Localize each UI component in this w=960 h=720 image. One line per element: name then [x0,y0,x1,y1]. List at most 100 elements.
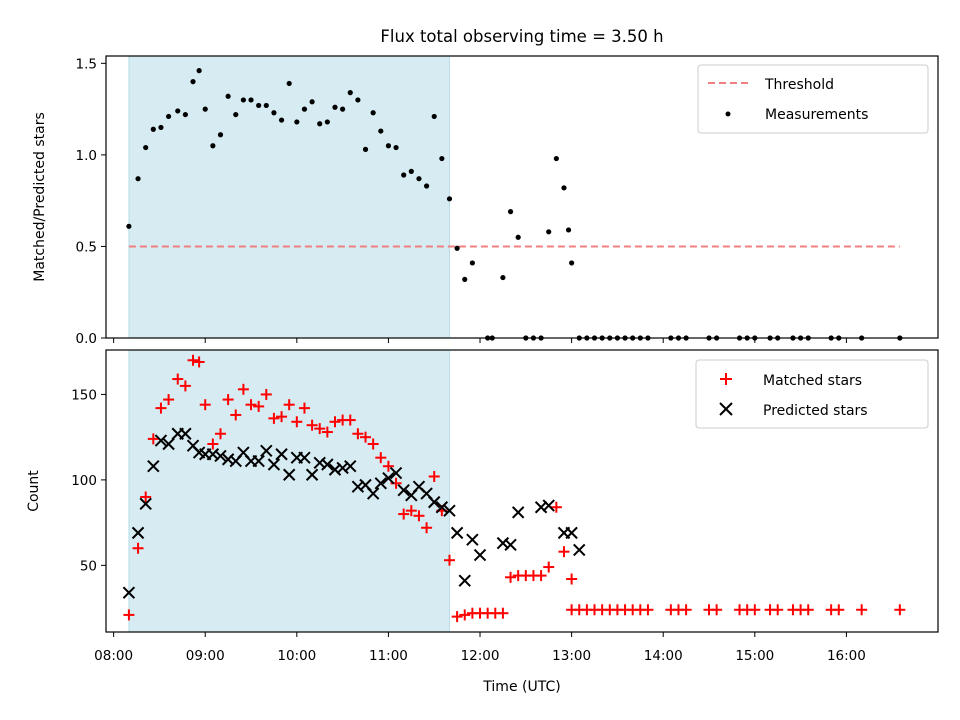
predicted-marker-b [428,495,441,509]
matched-star-point [298,402,310,414]
x-tick-label: 16:00 [827,648,866,664]
predicted-marker-b [389,466,403,480]
measurement-point [565,227,572,233]
matched-star-point [451,611,463,623]
predicted-marker-b [321,458,334,471]
predicted-marker-b [473,548,487,562]
measurement-point [515,234,521,240]
measurement-point [446,196,453,202]
predicted-star-point [214,449,227,463]
measurement-point [347,90,353,96]
matched-star-point [291,416,303,428]
measurement-point [309,99,315,105]
predicted-marker-b [366,487,380,500]
predicted-star-point [305,468,319,481]
predicted-star-point [282,468,296,481]
predicted-marker-b [359,478,372,492]
predicted-star-point [252,454,265,468]
measurement-point [271,110,277,116]
measurement-point [324,119,330,125]
predicted-marker-b [162,437,175,451]
matched-star-point [749,604,761,616]
predicted-star-point [179,427,192,440]
matched-star-point [253,400,265,412]
top-x-ticks [113,338,847,343]
legend-predicted-label: Predicted stars [763,403,868,419]
matched-star-point [147,433,159,445]
measurement-point [256,102,262,109]
top-y-tick-label: 1.0 [76,148,97,164]
measurement-point [507,209,514,215]
top-shaded-region [128,55,450,339]
predicted-star-point [435,501,449,514]
matched-star-point [382,460,394,472]
predicted-star-point [565,526,578,540]
x-tick-label: 13:00 [552,648,591,664]
bottom-legend-box [695,359,929,429]
matched-star-point [802,604,814,616]
matched-star-point [443,554,455,566]
bottom-x-ticks: 08:00 09:00 10:00 11:00 12:00 13:00 14:00 15:00… [94,632,866,664]
matched-star-point [352,428,364,440]
measurement-point [150,126,156,132]
matched-star-point [155,402,167,414]
matched-star-point [123,609,135,621]
bottom-y-tick-label: 100 [71,473,97,489]
legend-threshold-label: Threshold [764,77,834,93]
matched-star-point [230,409,242,421]
predicted-marker-b [374,477,387,490]
predicted-star-point [473,548,487,562]
matched-star-point [306,419,318,431]
predicted-marker-b [147,460,160,473]
predicted-marker-b [131,526,145,540]
matched-star-point [140,491,152,503]
matched-star-point [360,431,372,443]
matched-star-point [711,604,723,616]
measurement-point [431,113,437,120]
matched-star-point [894,604,906,616]
predicted-marker-b [443,504,456,517]
measurement-point [294,119,300,125]
matched-star-point [459,609,471,621]
measurement-point [233,111,239,118]
matched-star-point [172,373,184,385]
measurement-point [165,113,172,120]
legend-measurements-label: Measurements [765,107,868,123]
predicted-star-point [458,574,471,587]
matched-star-point [833,604,845,616]
legend-matched-swatch [720,373,732,385]
top-y-tick-label: 0.5 [76,239,97,255]
matched-star-point [566,573,578,585]
predicted-star-point [344,460,357,473]
matched-star-point [268,412,280,424]
predicted-star-point [443,504,456,517]
predicted-marker-b [179,427,192,440]
predicted-marker-b [534,501,548,514]
measurement-point [439,155,445,162]
measurement-point [317,121,323,127]
top-y-ticks: 0.0 0.5 1.0 1.5 [76,56,106,347]
predicted-marker-b [260,444,273,458]
predicted-star-point [154,434,168,447]
matched-star-point [276,411,288,423]
matched-star-point [375,452,387,464]
predicted-marker-b [275,448,288,461]
top-panel: 0.0 0.5 1.0 1.5 Matched/Predicted stars Thr… [32,55,939,347]
predicted-marker-b [573,543,586,557]
measurement-point [190,79,196,85]
matched-star-point [260,388,272,400]
predicted-marker-b [397,483,410,497]
matched-star-point [535,570,547,582]
measurement-point [158,124,164,131]
predicted-marker-b [192,446,206,459]
measurement-point [143,144,149,151]
predicted-marker-b [382,471,395,485]
measurement-point [378,128,384,134]
measurement-point [385,143,392,149]
predicted-star-point [504,538,517,552]
predicted-marker-b [122,586,136,599]
predicted-marker-b [328,463,342,476]
predicted-marker-b [565,526,578,540]
measurement-point [175,108,181,114]
